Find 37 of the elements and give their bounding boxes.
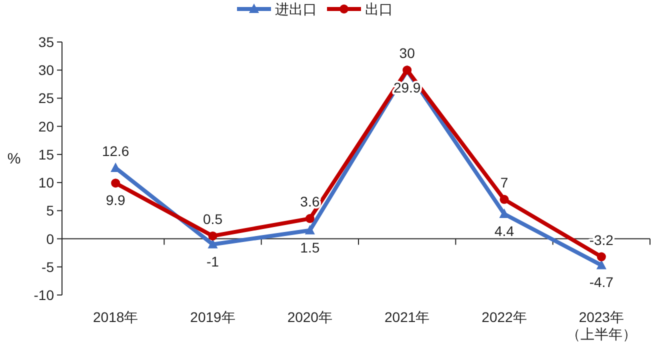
y-axis-title: % — [7, 150, 21, 168]
data-label: 7 — [500, 174, 508, 190]
y-tick-label: 5 — [46, 202, 54, 219]
point — [596, 252, 606, 262]
x-tick-label: 2021年 — [384, 309, 430, 325]
data-label: -1 — [206, 253, 220, 270]
x-tick-label: 2022年 — [482, 309, 527, 325]
data-label: 9.9 — [106, 192, 126, 208]
data-label: 30 — [399, 45, 416, 62]
data-label: 3.6 — [300, 194, 320, 210]
y-tick-label: -10 — [34, 287, 54, 303]
point — [305, 214, 314, 224]
data-label: 1.5 — [300, 239, 320, 256]
y-tick-label: 30 — [38, 62, 54, 78]
y-tick-label: 15 — [38, 146, 54, 162]
x-tick-label: 2020年 — [287, 309, 332, 325]
x-tick-label: 2019年 — [190, 309, 236, 325]
y-tick-label: 20 — [38, 118, 54, 134]
x-tick-label: 2018年 — [93, 309, 138, 325]
data-label: 4.4 — [494, 223, 514, 240]
y-tick-label: 0 — [46, 230, 54, 247]
point — [304, 224, 315, 234]
data-label: 0.5 — [203, 210, 223, 227]
point — [208, 238, 218, 248]
point — [596, 260, 606, 270]
y-tick-label: 10 — [38, 174, 54, 191]
x-tick-label: 2023年（上半年） — [566, 309, 636, 342]
data-label: 12.6 — [102, 142, 130, 159]
legend-label: 出口 — [365, 1, 393, 17]
y-tick-label: 25 — [38, 90, 54, 106]
point — [500, 194, 509, 204]
y-tick-label: -5 — [42, 258, 54, 275]
y-tick-label: 35 — [38, 34, 54, 50]
point — [111, 178, 120, 188]
point — [208, 231, 218, 240]
data-label: -4.7 — [589, 274, 614, 290]
legend-label: 进出口 — [275, 1, 317, 17]
